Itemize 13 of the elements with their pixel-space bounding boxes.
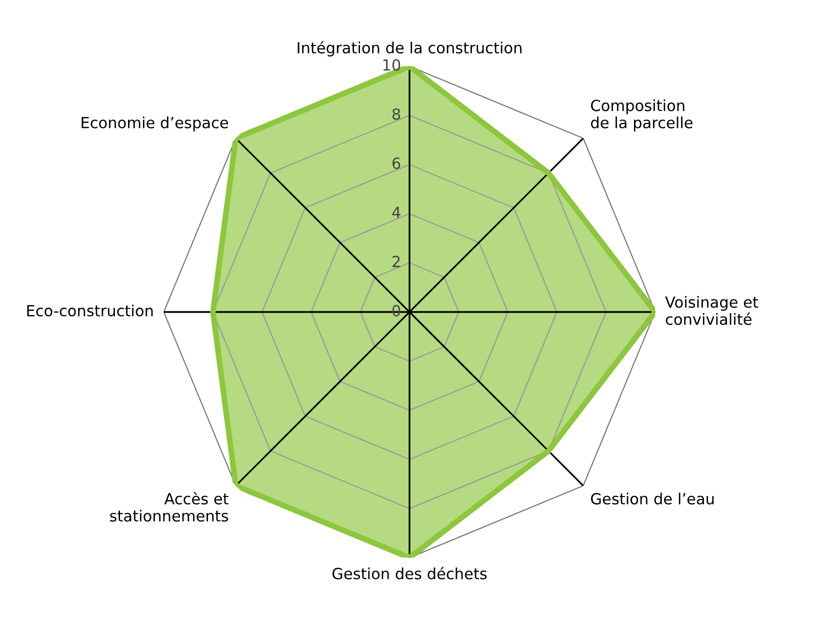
y-tick-label: 4	[392, 206, 400, 218]
y-tick-label: 2	[392, 256, 400, 268]
spoke-label: Composition de la parcelle	[591, 99, 692, 132]
spoke-label: Eco-construction	[27, 304, 153, 316]
spoke-label: Intégration de la construction	[298, 41, 522, 56]
spoke-label: Voisinage et convivialité	[665, 296, 758, 325]
spoke-label: Gestion de l’eau	[591, 492, 714, 505]
y-tick-label: 10	[383, 59, 400, 71]
spoke-label: Gestion des déchets	[332, 566, 487, 580]
y-tick-label: 6	[392, 157, 400, 170]
spoke-label: Economie d’espace	[82, 116, 228, 132]
y-tick-label: 8	[392, 108, 400, 120]
spoke-label: Accès et stationnements	[110, 492, 228, 522]
